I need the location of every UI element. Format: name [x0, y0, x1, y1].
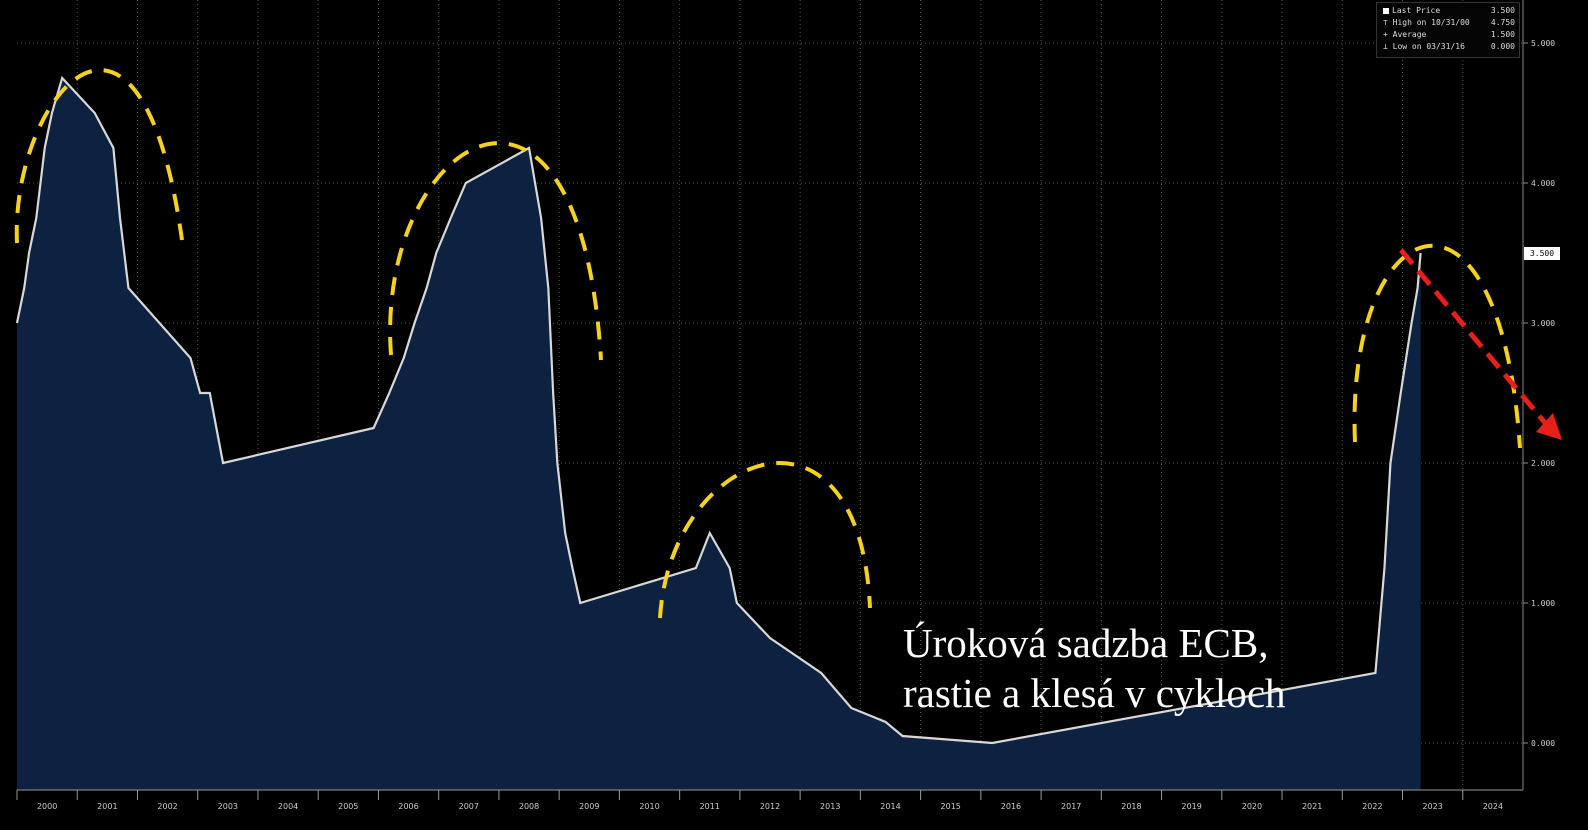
y-tick-label: 4.000	[1531, 179, 1555, 188]
legend-value-last: 3.500	[1490, 6, 1515, 15]
x-tick-label: 2008	[519, 802, 539, 811]
red-arrow-head	[1536, 413, 1562, 440]
annotation-shapes	[14, 68, 1562, 619]
annotation-line-1: Úroková sadzba ECB,	[903, 620, 1269, 666]
price-line	[15, 75, 1422, 745]
x-tick-label: 2015	[941, 802, 961, 811]
x-tick-label: 2011	[700, 802, 720, 811]
legend-swatch	[1383, 7, 1389, 14]
y-tick-label: 2.000	[1531, 459, 1555, 468]
dashed-arc	[1352, 243, 1522, 449]
series-area	[17, 78, 1421, 790]
legend-row-last: Last Price	[1383, 6, 1440, 15]
x-tick-label: 2014	[880, 802, 900, 811]
x-tick-label: 2007	[459, 802, 479, 811]
x-tick-label: 2019	[1182, 802, 1202, 811]
dashed-arc	[14, 68, 184, 244]
legend: Last Price 3.500 ⊤ High on 10/31/00 4.75…	[1376, 2, 1520, 58]
x-tick-label: 2024	[1483, 802, 1503, 811]
legend-value-average: 1.500	[1490, 30, 1515, 39]
x-tick-label: 2022	[1362, 802, 1382, 811]
series-line	[15, 75, 1422, 745]
y-axis: 0.000 1.000 2.000 3.000 4.000 5.000	[1522, 0, 1555, 790]
y-tick-label: 0.000	[1531, 739, 1555, 748]
y-tick-label: 3.000	[1531, 319, 1555, 328]
x-tick-label: 2004	[278, 802, 298, 811]
x-tick-label: 2002	[157, 802, 177, 811]
y-tick-label: 1.000	[1531, 599, 1555, 608]
x-tick-label: 2000	[37, 802, 57, 811]
x-tick-label: 2006	[398, 802, 418, 811]
legend-row-low: ⊥ Low on 03/31/16	[1383, 42, 1465, 51]
annotation-text: Úroková sadzba ECB, rastie a klesá v cyk…	[903, 618, 1286, 718]
bottom-strip	[0, 816, 1588, 830]
x-tick-label: 2012	[760, 802, 780, 811]
legend-row-average: + Average	[1383, 30, 1427, 39]
x-tick-label: 2016	[1001, 802, 1021, 811]
dashed-arc	[388, 141, 603, 361]
x-tick-label: 2010	[639, 802, 659, 811]
dashed-arc	[658, 461, 872, 619]
x-tick-label: 2021	[1302, 802, 1322, 811]
x-tick-label: 2023	[1422, 802, 1442, 811]
x-tick-label: 2003	[218, 802, 238, 811]
x-tick-label: 2020	[1242, 802, 1262, 811]
x-tick-label: 2013	[820, 802, 840, 811]
area-fill	[17, 78, 1421, 790]
x-axis: 2000 2001 2002 2003 2004 2005 2006 2007 2008 2009…	[16, 789, 1523, 811]
y-tick-label: 5.000	[1531, 39, 1555, 48]
legend-value-low: 0.000	[1490, 42, 1515, 51]
x-tick-label: 2009	[579, 802, 599, 811]
last-price-tag: 3.500	[1524, 247, 1560, 260]
legend-value-high: 4.750	[1490, 18, 1515, 27]
x-tick-label: 2001	[97, 802, 117, 811]
x-tick-label: 2018	[1121, 802, 1141, 811]
legend-row-high: ⊤ High on 10/31/00	[1383, 18, 1470, 27]
red-arrow-shaft	[1399, 248, 1548, 426]
x-tick-label: 2017	[1061, 802, 1081, 811]
x-tick-label: 2005	[338, 802, 358, 811]
annotation-line-2: rastie a klesá v cykloch	[903, 670, 1286, 716]
